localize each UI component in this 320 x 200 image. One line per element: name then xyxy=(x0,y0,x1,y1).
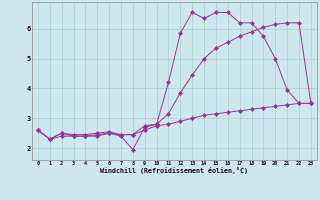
X-axis label: Windchill (Refroidissement éolien,°C): Windchill (Refroidissement éolien,°C) xyxy=(100,167,248,174)
